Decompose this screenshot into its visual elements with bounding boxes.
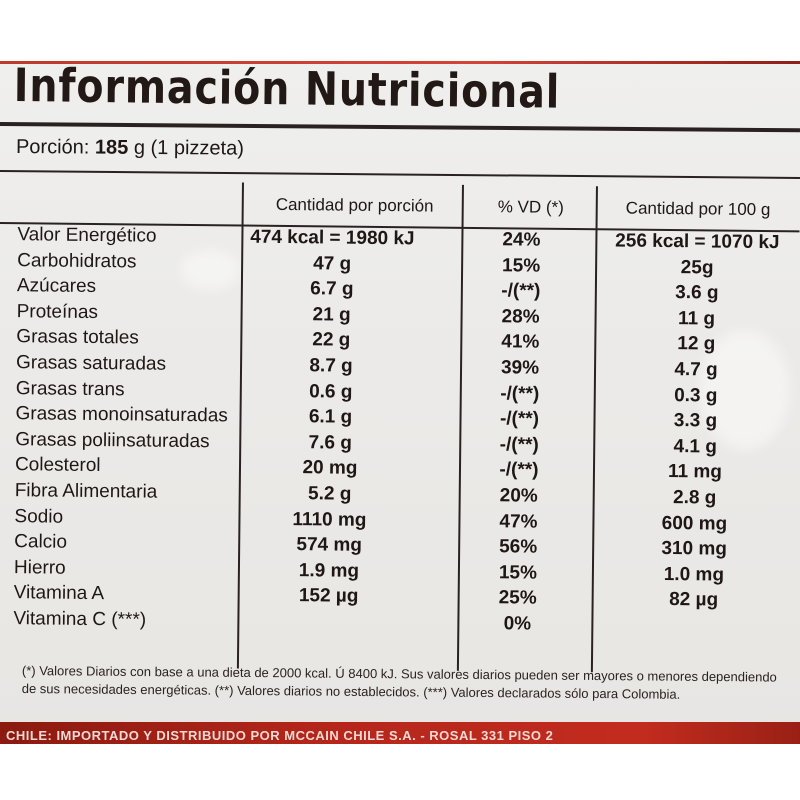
nutrient-name: Colesterol <box>14 454 101 477</box>
nutrition-table: Cantidad por porción % VD (*) Cantidad p… <box>0 180 800 678</box>
daily-value-percent: -/(**) <box>500 382 540 405</box>
light-glare <box>180 250 240 290</box>
daily-value-percent: 15% <box>498 562 538 584</box>
amount-per-portion: 8.7 g <box>309 355 353 377</box>
daily-value-percent: -/(**) <box>501 280 541 302</box>
amount-per-portion: 47 g <box>313 252 352 275</box>
daily-value-percent: -/(**) <box>499 408 540 430</box>
daily-value-percent: 47% <box>499 510 538 533</box>
nutrient-name: Grasas totales <box>16 326 139 349</box>
light-glare <box>700 330 790 450</box>
amount-per-portion: 6.7 g <box>310 278 354 300</box>
portion-rest: g (1 pizzeta) <box>133 136 245 160</box>
amount-per-portion: 0.6 g <box>309 380 353 403</box>
nutrient-name: Carbohidratos <box>17 249 137 273</box>
header-per-100g: Cantidad por 100 g <box>625 198 771 220</box>
nutrient-name: Grasas poliinsaturadas <box>15 428 210 453</box>
amount-per-100g: 1.0 mg <box>663 563 725 586</box>
daily-value-percent: 56% <box>499 536 538 558</box>
amount-per-portion: 574 mg <box>296 534 363 556</box>
amount-per-portion: 22 g <box>312 329 351 352</box>
nutrient-name: Vitamina C (***) <box>13 608 147 631</box>
importer-strip: CHILE: IMPORTADO Y DISTRIBUIDO POR MCCAI… <box>0 722 800 744</box>
nutrient-name: Calcio <box>14 531 68 553</box>
nutrient-name: Sodio <box>14 505 64 528</box>
package-top-band <box>0 0 800 64</box>
nutrient-name: Grasas monoinsaturadas <box>15 403 228 427</box>
portion-rule <box>0 170 800 179</box>
amount-per-portion: 1.9 mg <box>298 559 360 582</box>
nutrient-name: Grasas trans <box>15 377 125 400</box>
daily-value-percent: 24% <box>502 229 541 251</box>
amount-per-100g: 3.3 g <box>673 410 718 432</box>
header-per-portion: Cantidad por porción <box>275 194 434 216</box>
daily-value-percent: 15% <box>502 254 541 277</box>
portion-label: Porción: <box>15 136 90 159</box>
amount-per-portion: 5.2 g <box>307 483 352 505</box>
nutrition-label-photo: Información Nutricional Porción: 185 g (… <box>0 0 800 744</box>
header-vd: % VD (*) <box>497 197 564 217</box>
daily-value-percent: 0% <box>503 613 532 635</box>
portion-line: Porción: 185 g (1 pizzeta) <box>16 136 244 161</box>
amount-per-100g: 12 g <box>677 333 716 355</box>
nutrient-name: Hierro <box>13 556 66 579</box>
daily-value-percent: 41% <box>501 331 540 354</box>
amount-per-100g: 310 mg <box>661 538 728 560</box>
nutrient-name: Fibra Alimentaria <box>14 480 158 503</box>
amount-per-100g: 2.8 g <box>672 487 717 509</box>
importer-text: CHILE: IMPORTADO Y DISTRIBUIDO POR MCCAI… <box>6 728 554 743</box>
amount-per-portion: 6.1 g <box>308 406 353 428</box>
daily-value-percent: 25% <box>498 587 537 610</box>
amount-per-100g: 256 kcal = 1070 kJ <box>615 230 780 254</box>
amount-per-portion: 21 g <box>312 304 351 326</box>
nutrient-name: Valor Energético <box>17 224 157 247</box>
portion-amount: 185 <box>94 136 129 159</box>
amount-per-portion: 1110 mg <box>292 508 367 531</box>
amount-per-portion: 20 mg <box>302 457 358 480</box>
amount-per-100g: 4.7 g <box>674 359 718 381</box>
amount-per-100g: 0.3 g <box>674 384 718 407</box>
nutrient-name: Proteínas <box>16 300 99 323</box>
amount-per-100g: 11 g <box>677 307 716 330</box>
nutrient-name: Azúcares <box>16 275 97 298</box>
amount-per-100g: 11 mg <box>667 461 723 483</box>
amount-per-portion: 7.6 g <box>308 432 353 454</box>
amount-per-portion: 474 kcal = 1980 kJ <box>250 226 415 250</box>
amount-per-100g: 4.1 g <box>673 435 718 458</box>
footnote: (*) Valores Diarios con base a una dieta… <box>21 662 777 702</box>
amount-per-100g: 3.6 g <box>675 282 719 304</box>
daily-value-percent: 20% <box>499 485 538 507</box>
title-rule <box>0 122 800 133</box>
daily-value-percent: -/(**) <box>499 434 539 456</box>
nutrient-name: Grasas saturadas <box>15 352 167 375</box>
amount-per-100g: 25g <box>680 256 714 279</box>
amount-per-100g: 600 mg <box>661 512 728 535</box>
nutrient-name: Vitamina A <box>13 582 105 605</box>
amount-per-100g: 82 µg <box>669 589 719 611</box>
label-title: Información Nutricional <box>13 58 561 119</box>
daily-value-percent: -/(**) <box>499 459 539 482</box>
amount-per-portion: 152 µg <box>298 585 359 608</box>
daily-value-percent: 28% <box>501 306 540 328</box>
table-rows: Valor Energético 474 kcal = 1980 kJ 24% 256… <box>0 180 800 634</box>
daily-value-percent: 39% <box>500 357 540 379</box>
